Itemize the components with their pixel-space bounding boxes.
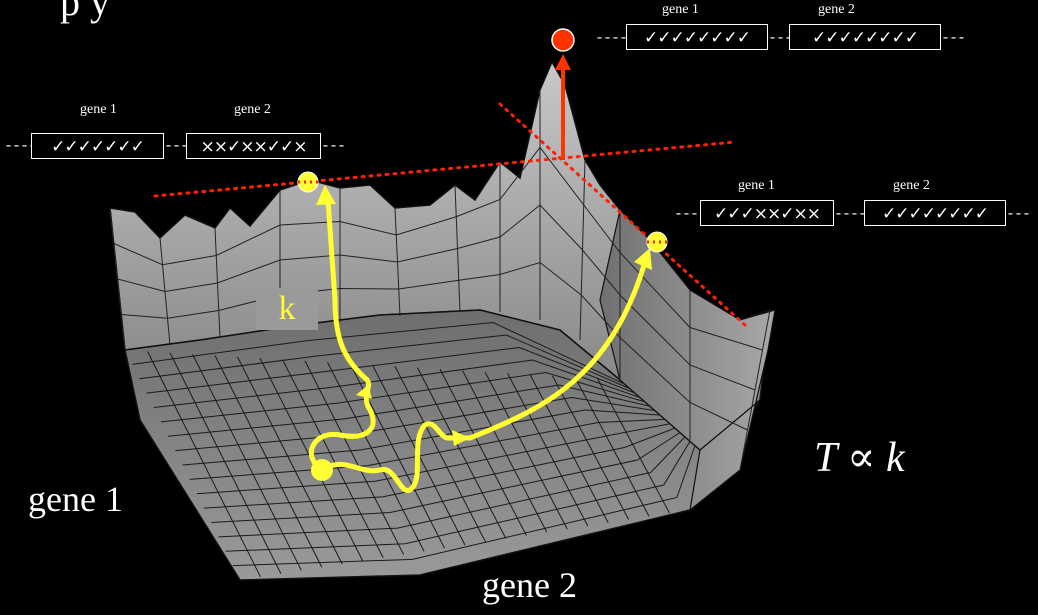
left-gene1-sequence: ✓✓✓✓✓✓✓: [31, 133, 164, 159]
formula-t-proportional-k: T ∝ k: [814, 435, 905, 481]
right-gene1-label: gene 1: [738, 178, 775, 193]
gene2-axis-label: gene 2: [482, 565, 577, 605]
floor-row-line: [153, 359, 641, 408]
floor-column-line: [552, 375, 630, 520]
top-dash-3: ---: [941, 30, 966, 47]
floor-column-line: [327, 362, 425, 552]
arrowhead-right-peak: [634, 248, 652, 270]
floor-row-line: [132, 321, 626, 385]
floor-row-line: [182, 409, 661, 466]
floor-column-line: [529, 374, 609, 523]
right-dash-1: ---: [674, 206, 699, 223]
floor-row-line: [175, 396, 656, 452]
wall-contour-line: [121, 261, 748, 431]
right-wall: [599, 208, 776, 512]
top-gene1-sequence: ✓✓✓✓✓✓✓✓: [626, 24, 768, 50]
peak-arrow-head: [555, 54, 571, 70]
floor-column-line: [304, 360, 405, 555]
floor-column-line: [147, 351, 261, 578]
top-gene2-label: gene 2: [818, 2, 855, 17]
wall-contour-line: [113, 146, 763, 351]
floor-column-line: [192, 353, 302, 571]
global-peak-marker: [551, 28, 575, 52]
k-label: k: [256, 288, 318, 330]
cropped-title-text: p y: [60, 0, 110, 24]
local-peak-left-marker: [297, 171, 319, 193]
arrowhead-left-peak: [316, 185, 336, 205]
top-dash-1: ----: [595, 30, 628, 47]
wall-contour-line: [117, 204, 756, 391]
floor-column-line: [507, 372, 589, 527]
floor-row-line: [225, 440, 691, 552]
floor-row-line: [160, 371, 646, 423]
tangent-line-right: [498, 102, 747, 327]
floor-row-line: [139, 334, 631, 390]
left-dash-3: ---: [321, 138, 346, 155]
top-dash-2: ---: [768, 30, 793, 47]
floor-column-line: [237, 356, 343, 565]
tangent-line-left: [153, 140, 737, 198]
left-gene2-label: gene 2: [234, 102, 271, 117]
path-to-left-peak: [308, 197, 376, 473]
floor-column-line: [394, 366, 486, 543]
floor-column-line: [417, 367, 507, 539]
path-to-right-peak: [319, 259, 648, 493]
right-gene2-sequence: ✓✓✓✓✓✓✓✓: [864, 200, 1006, 226]
floor-column-line: [439, 368, 527, 536]
top-gene2-sequence: ✓✓✓✓✓✓✓✓: [789, 24, 941, 50]
left-gene2-sequence: ××✓××✓✓×: [186, 133, 321, 159]
left-gene1-label: gene 1: [80, 102, 117, 117]
right-gene2-label: gene 2: [893, 178, 930, 193]
floor-grid-lines: [132, 321, 696, 578]
floor-column-line: [462, 370, 548, 533]
floor-row-line: [218, 436, 686, 538]
local-peak-right-marker: [646, 231, 668, 253]
floor-column-line: [282, 359, 384, 558]
right-dash-3: ---: [1006, 206, 1031, 223]
start-point-marker: [311, 459, 333, 481]
floor-row-line: [146, 346, 636, 394]
floor-row-line: [189, 418, 666, 480]
floor-column-line: [574, 377, 650, 517]
gene1-axis-label: gene 1: [28, 479, 123, 519]
floor-column-line: [214, 355, 323, 568]
floor-column-line: [597, 378, 670, 514]
top-gene1-label: gene 1: [662, 2, 699, 17]
floor-column-line: [484, 371, 568, 530]
left-dash-1: ----: [4, 138, 37, 155]
floor-column-line: [169, 352, 282, 574]
floor-row-line: [204, 427, 676, 509]
floor-row-line: [196, 423, 671, 495]
floor-row-line: [211, 432, 681, 523]
arrowhead-mid-path: [452, 430, 470, 446]
right-dash-2: ----: [834, 206, 867, 223]
right-gene1-sequence: ✓✓✓××✓××: [700, 200, 834, 226]
floor-row-line: [168, 384, 651, 437]
arrowhead-lower-path: [356, 385, 372, 399]
